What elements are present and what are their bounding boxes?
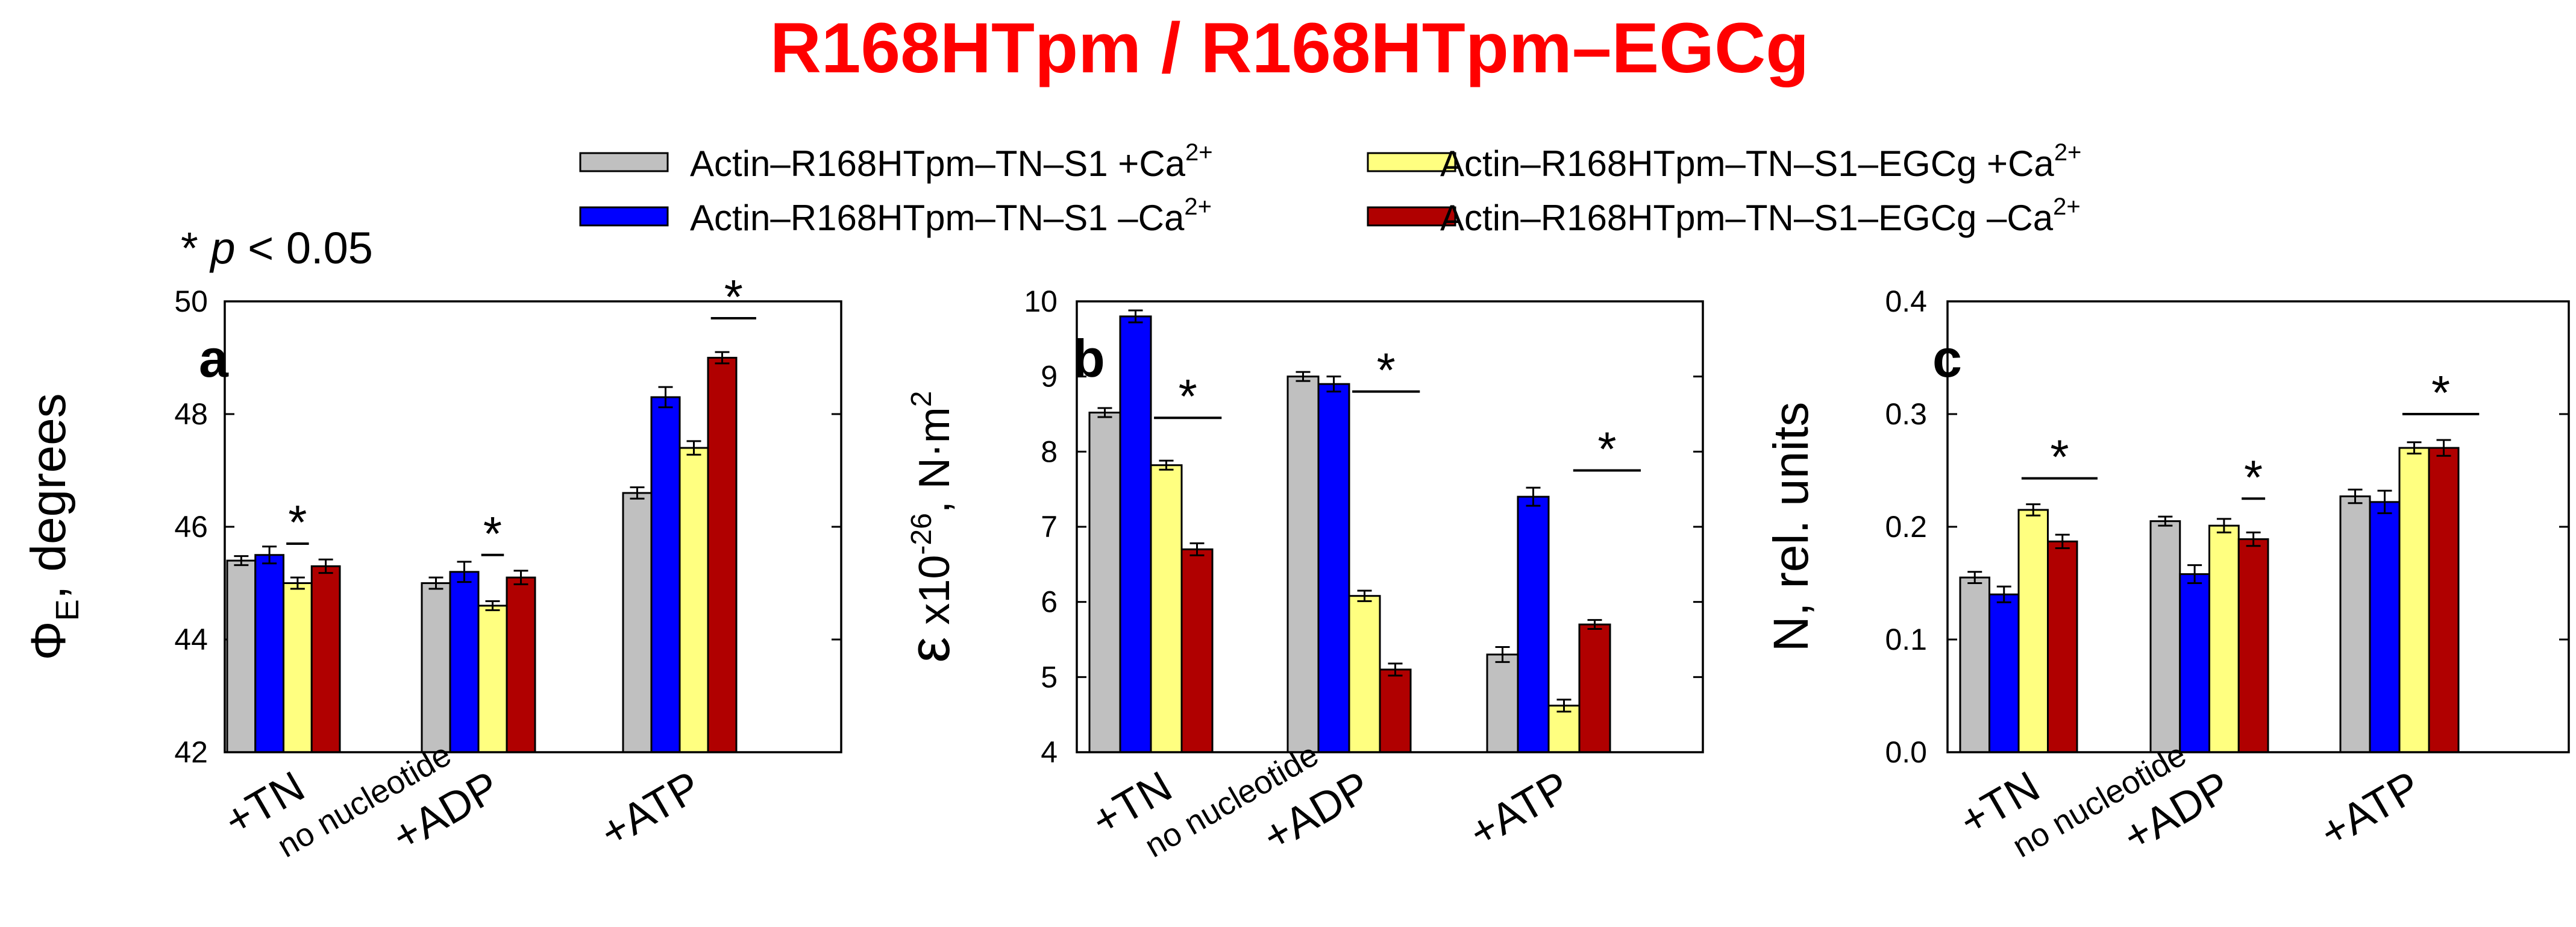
panel-b-y-tick-label: 4	[1041, 735, 1058, 769]
panel-b-y-tick-label: 7	[1041, 510, 1058, 544]
legend-swatch-1	[579, 152, 669, 172]
panel-a-x-category: +ATP	[592, 762, 709, 858]
panel-a-y-tick-label: 44	[174, 623, 208, 656]
panel-c-x-tick-label: +ATP	[2312, 762, 2428, 858]
significance-note: * p < 0.05	[181, 223, 373, 273]
legend-item-4: Actin–R168HTpm–TN–S1–EGCg –Ca2+	[1367, 193, 2081, 238]
panel-a-bar	[421, 582, 451, 753]
panel-b-bar	[1578, 623, 1611, 753]
panel-c-y-tick-label: 0.1	[1885, 623, 1927, 656]
panel-a-significance-star: *	[483, 507, 502, 561]
panel-c-y-tick-label: 0.0	[1885, 735, 1927, 769]
panel-a-bar	[622, 492, 653, 753]
panel-a-bar	[254, 554, 284, 753]
panel-c-bar	[2428, 447, 2460, 753]
panel-c-bar	[2017, 509, 2049, 753]
panel-c-y-tick-label: 0.3	[1885, 397, 1927, 431]
panel-a-bar	[310, 565, 341, 753]
panel-c-bar	[2208, 524, 2240, 753]
panel-a-y-tick-label: 46	[174, 510, 208, 544]
panel-a-bar	[650, 396, 681, 753]
legend-item-2: Actin–R168HTpm–TN–S1 –Ca2+	[579, 193, 1212, 238]
panel-a-bar	[477, 605, 508, 753]
panel-c-bar	[2369, 501, 2401, 753]
panel-a-bar	[707, 357, 738, 753]
panel-c-frame	[1946, 300, 2570, 753]
legend-swatch-4	[1367, 206, 1456, 227]
legend-item-1: Actin–R168HTpm–TN–S1 +Ca2+	[579, 139, 1213, 184]
legend-item-3: Actin–R168HTpm–TN–S1–EGCg +Ca2+	[1367, 139, 2081, 184]
panel-b-bar	[1486, 653, 1519, 753]
panel-a-frame	[224, 300, 842, 753]
panel-b-label: b	[1073, 328, 1105, 388]
panel-b-frame	[1076, 300, 1704, 753]
panel-b-y-tick-label: 5	[1041, 660, 1058, 694]
legend-swatch-3	[1367, 152, 1456, 172]
panel-b-bar	[1088, 412, 1121, 753]
legend-label-3: Actin–R168HTpm–TN–S1–EGCg +Ca2+	[1440, 139, 2081, 184]
panel-c-y-tick-label: 0.4	[1885, 284, 1927, 318]
panel-b-bar	[1119, 315, 1152, 753]
panel-c-significance-star: *	[2244, 450, 2263, 504]
panel-b-y-tick-label: 10	[1024, 284, 1058, 318]
panel-a-bar	[283, 582, 313, 753]
panel-b-bar	[1180, 548, 1214, 753]
panel-a-bar	[226, 559, 257, 753]
panel-b-bar	[1150, 464, 1183, 753]
panel-b-y-tick-label: 6	[1041, 585, 1058, 619]
panel-c-y-tick-label: 0.2	[1885, 510, 1927, 544]
panel-c-x-category: +ATP	[2312, 762, 2428, 858]
panel-b-bar	[1348, 595, 1381, 753]
panel-a-y-tick-label: 50	[174, 284, 208, 318]
panel-a-y-axis-title: ΦE, degrees	[21, 393, 86, 660]
panel-c-bar	[1959, 576, 1990, 753]
panel-b-x-category: +ATP	[1461, 762, 1578, 858]
legend-label-4: Actin–R168HTpm–TN–S1–EGCg –Ca2+	[1440, 193, 2081, 238]
legend-label-2: Actin–R168HTpm–TN–S1 –Ca2+	[690, 193, 1212, 238]
legend-swatch-2	[579, 206, 669, 227]
panel-c-significance-star: *	[2431, 366, 2450, 420]
panel-a-bar	[449, 571, 480, 753]
panel-c-label: c	[1932, 328, 1962, 388]
panel-c: 0.00.10.20.30.4 * ** c N, rel. units +TNn…	[1764, 284, 2570, 864]
panel-b-bar	[1286, 376, 1320, 753]
panel-b-significance-star: *	[1179, 369, 1197, 423]
panel-c-bar	[2237, 538, 2269, 753]
panel-b-y-tick-label: 8	[1041, 435, 1058, 468]
panel-b-x-tick-label: +ATP	[1461, 762, 1578, 858]
panel-b-bar	[1547, 705, 1581, 753]
panel-a-significance-star: *	[288, 495, 307, 549]
panel-b-y-tick-label: 9	[1041, 360, 1058, 394]
panel-b-significance-star: *	[1597, 423, 1616, 476]
panel-a-y-tick-label: 48	[174, 397, 208, 431]
panel-c-bar	[2339, 495, 2371, 753]
panel-c-y-axis-title: N, rel. units	[1764, 402, 1819, 652]
panel-a-bar	[678, 447, 709, 753]
panel-b-y-axis-title: ε x10-26, N·m2	[897, 391, 962, 663]
panel-c-bar	[2149, 520, 2181, 753]
panel-c-bar	[1988, 593, 2020, 753]
panel-c-significance-star: *	[2050, 430, 2069, 484]
legend: Actin–R168HTpm–TN–S1 +Ca2+ Actin–R168HTp…	[579, 139, 2081, 238]
panel-c-bar	[2179, 573, 2210, 753]
panel-b-significance-star: *	[1377, 344, 1396, 397]
panel-a-label: a	[199, 328, 229, 388]
legend-label-1: Actin–R168HTpm–TN–S1 +Ca2+	[690, 139, 1213, 184]
panel-b-bar	[1379, 668, 1412, 753]
panel-a-x-tick-label: +ATP	[592, 762, 709, 858]
panel-c-bar	[2398, 447, 2430, 753]
panel-c-bar	[2047, 540, 2078, 753]
panel-a-significance-star: *	[724, 270, 743, 324]
figure-title: R168HTpm / R168HTpm–EGCg	[770, 8, 1810, 88]
panel-b-bar	[1517, 495, 1550, 753]
panel-a-y-tick-label: 42	[174, 735, 208, 769]
panel-a-bar	[506, 576, 536, 753]
panel-b-bar	[1317, 383, 1350, 753]
